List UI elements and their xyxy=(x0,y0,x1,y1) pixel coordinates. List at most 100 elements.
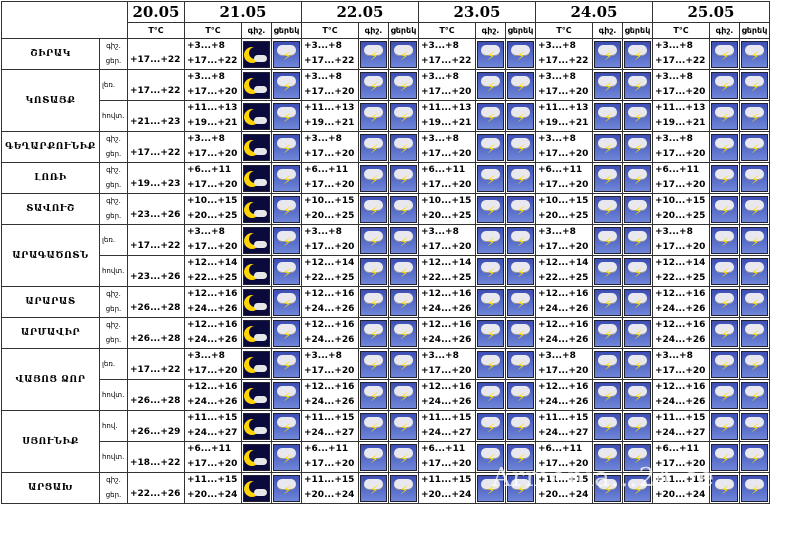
weather-icon-cell xyxy=(241,162,272,194)
temp-range: +11...+15 +24...+27 xyxy=(418,410,476,442)
period-label: հովտ. xyxy=(99,441,128,473)
night-temp: +12...+16 xyxy=(538,382,589,392)
period-label: լեռ. xyxy=(99,69,128,101)
night-temp: +3...+8 xyxy=(655,72,693,82)
weather-icon-cell xyxy=(358,224,389,256)
weather-icon-cell xyxy=(739,286,770,318)
weather-icon-cell xyxy=(475,193,506,225)
weather-icon-cell xyxy=(592,100,623,132)
night-temp: +12...+16 xyxy=(538,320,589,330)
temp-range: +3...+8 +17...+20 xyxy=(184,224,242,256)
day-temp: +17...+20 xyxy=(421,366,472,376)
night-temp: +3...+8 xyxy=(421,227,459,237)
weather-icon-cell xyxy=(592,410,623,442)
day0-temp: +26...+29 xyxy=(127,410,185,442)
night-temp: +11...+13 xyxy=(187,103,238,113)
thunderstorm-icon xyxy=(390,350,417,378)
thunderstorm-icon xyxy=(477,474,504,502)
thunderstorm-icon xyxy=(507,412,534,440)
temp-range: +12...+16 +24...+26 xyxy=(652,286,710,318)
day-temp: +20...+24 xyxy=(655,490,706,500)
day-temp: +24...+26 xyxy=(421,397,472,407)
night-label: գիշ. xyxy=(106,166,121,174)
temp-range: +3...+8 +17...+20 xyxy=(652,131,710,163)
weather-icon-cell xyxy=(592,441,623,473)
day-temp: +17...+20 xyxy=(187,87,238,97)
night-header: գիշ. xyxy=(709,22,740,39)
temp-range: +12...+16 +24...+26 xyxy=(184,379,242,411)
thunderstorm-icon xyxy=(477,412,504,440)
weather-icon-cell xyxy=(271,286,302,318)
region-row: հովտ.+23...+26+12...+14+22...+25+12...+1… xyxy=(2,255,770,287)
day-temp: +24...+26 xyxy=(187,397,238,407)
thunderstorm-icon xyxy=(594,288,621,316)
day-temp: +26...+28 xyxy=(130,302,181,313)
subregion-label: հովտ. xyxy=(102,390,125,399)
moon-cloud-icon xyxy=(243,350,270,378)
day0-temp: +26...+28 xyxy=(127,379,185,411)
weather-icon-cell xyxy=(739,69,770,101)
day-temp: +22...+26 xyxy=(130,488,181,499)
temp-range: +3...+8 +17...+20 xyxy=(418,131,476,163)
day0-temp: +17...+22 xyxy=(127,38,185,70)
day0-temp: +26...+28 xyxy=(127,317,185,349)
temp-range: +10...+15 +20...+25 xyxy=(652,193,710,225)
thunderstorm-icon xyxy=(624,350,651,378)
subregion-label: լեռ. xyxy=(102,235,116,244)
temp-range: +3...+8 +17...+22 xyxy=(301,38,359,70)
period-label: լեռ. xyxy=(99,348,128,380)
day-label: ցեր. xyxy=(105,181,122,189)
night-temp: +6...+11 xyxy=(538,165,583,175)
night-header: գիշ. xyxy=(592,22,623,39)
night-temp: +12...+14 xyxy=(421,258,472,268)
day-temp: +17...+20 xyxy=(304,366,355,376)
weather-icon-cell xyxy=(505,441,536,473)
weather-icon-cell xyxy=(739,441,770,473)
weather-icon-cell xyxy=(475,131,506,163)
weather-icon-cell xyxy=(271,255,302,287)
temp-range: +3...+8 +17...+20 xyxy=(652,224,710,256)
thunderstorm-icon xyxy=(360,71,387,99)
weather-icon-cell xyxy=(388,162,419,194)
thunderstorm-icon xyxy=(360,102,387,130)
thunderstorm-icon xyxy=(507,133,534,161)
weather-icon-cell xyxy=(592,162,623,194)
day-temp: +22...+25 xyxy=(538,273,589,283)
period-label: լեռ. xyxy=(99,224,128,256)
day-temp: +17...+20 xyxy=(187,180,238,190)
moon-cloud-icon xyxy=(243,381,270,409)
night-label: գիշ. xyxy=(106,321,121,329)
temp-range: +11...+15 +20...+24 xyxy=(301,472,359,504)
night-header: գիշ. xyxy=(475,22,506,39)
thunderstorm-icon xyxy=(390,102,417,130)
night-temp: +3...+8 xyxy=(304,351,342,361)
weather-icon-cell xyxy=(739,162,770,194)
night-temp: +12...+16 xyxy=(538,289,589,299)
region-row: ԿՈՏԱՅՔլեռ.+17...+22+3...+8+17...+20+3...… xyxy=(1,69,770,132)
weather-icon-cell xyxy=(358,441,389,473)
night-temp: +12...+16 xyxy=(655,289,706,299)
temp-range: +10...+15 +20...+25 xyxy=(535,193,593,225)
day-temp: +17...+22 xyxy=(187,56,238,66)
night-header: գիշ. xyxy=(358,22,389,39)
temp-range: +10...+15 +20...+25 xyxy=(418,193,476,225)
thunderstorm-icon xyxy=(624,474,651,502)
day-temp: +17...+20 xyxy=(421,242,472,252)
weather-icon-cell xyxy=(475,162,506,194)
region-row: ԱՐԱՐԱՏ գիշ. ցեր. +26...+28 +12...+16 +24...+2… xyxy=(1,286,770,318)
night-temp: +3...+8 xyxy=(655,41,693,51)
day-temp: +17...+20 xyxy=(538,149,589,159)
night-temp: +10...+15 xyxy=(655,196,706,206)
weather-icon-cell xyxy=(388,255,419,287)
temp-range: +12...+16 +24...+26 xyxy=(418,379,476,411)
thunderstorm-icon xyxy=(477,102,504,130)
temp-range: +3...+8 +17...+20 xyxy=(652,348,710,380)
night-temp: +3...+8 xyxy=(187,351,225,361)
weather-icon-cell xyxy=(475,255,506,287)
day-temp: +17...+20 xyxy=(421,459,472,469)
night-temp: +3...+8 xyxy=(421,72,459,82)
temp-range: +3...+8 +17...+22 xyxy=(418,38,476,70)
weather-icon-cell xyxy=(505,472,536,504)
thunderstorm-icon xyxy=(624,102,651,130)
day-label: ցեր. xyxy=(105,150,122,158)
